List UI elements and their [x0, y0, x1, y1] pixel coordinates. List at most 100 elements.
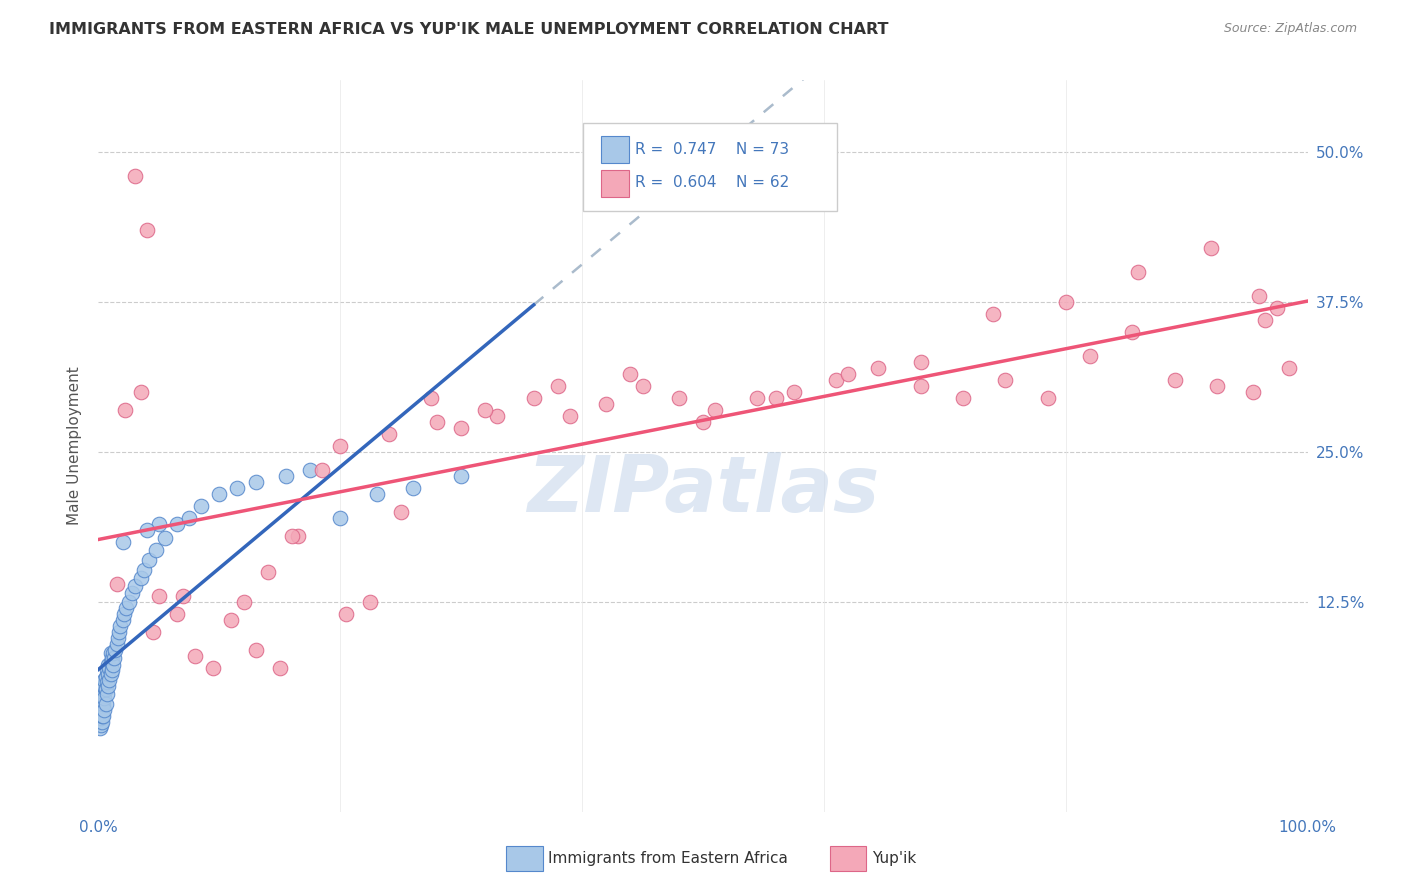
- Point: [329, 439, 352, 453]
- Point: [274, 469, 297, 483]
- Point: [91, 699, 114, 714]
- Text: Immigrants from Eastern Africa: Immigrants from Eastern Africa: [548, 851, 789, 865]
- Point: [91, 685, 114, 699]
- Point: [134, 562, 156, 576]
- Point: [98, 673, 121, 687]
- Point: [1206, 379, 1229, 393]
- Point: [426, 415, 449, 429]
- Point: [287, 529, 309, 543]
- Point: [221, 613, 243, 627]
- Point: [166, 516, 188, 531]
- Point: [402, 481, 425, 495]
- Point: [619, 367, 641, 381]
- Point: [111, 613, 134, 627]
- Point: [105, 577, 128, 591]
- Point: [311, 463, 333, 477]
- Point: [129, 385, 152, 400]
- Point: [90, 703, 112, 717]
- Point: [114, 403, 136, 417]
- Point: [208, 487, 231, 501]
- Point: [94, 670, 117, 684]
- Point: [108, 624, 131, 639]
- Point: [138, 553, 160, 567]
- Point: [179, 511, 201, 525]
- Point: [103, 651, 125, 665]
- Point: [1249, 289, 1271, 303]
- Point: [91, 679, 114, 693]
- Text: R =  0.747    N = 73: R = 0.747 N = 73: [636, 142, 789, 157]
- Point: [96, 663, 118, 677]
- Point: [90, 718, 112, 732]
- Point: [335, 607, 357, 621]
- Point: [1241, 385, 1264, 400]
- Point: [910, 379, 932, 393]
- Point: [420, 391, 443, 405]
- Point: [94, 697, 117, 711]
- Point: [90, 711, 112, 725]
- Point: [93, 679, 115, 693]
- Point: [1054, 295, 1077, 310]
- Point: [118, 595, 141, 609]
- Point: [994, 373, 1017, 387]
- Point: [124, 579, 146, 593]
- Point: [474, 403, 496, 417]
- Point: [91, 708, 114, 723]
- Point: [101, 647, 124, 661]
- Point: [1199, 241, 1222, 255]
- Point: [360, 595, 382, 609]
- Point: [100, 647, 122, 661]
- Point: [129, 571, 152, 585]
- Point: [108, 619, 131, 633]
- Point: [190, 499, 212, 513]
- Point: [145, 543, 167, 558]
- Point: [547, 379, 569, 393]
- Point: [91, 694, 114, 708]
- Point: [486, 409, 509, 423]
- Point: [89, 703, 111, 717]
- Point: [299, 463, 322, 477]
- Point: [96, 687, 118, 701]
- Point: [97, 666, 120, 681]
- Point: [558, 409, 581, 423]
- Point: [166, 607, 188, 621]
- Point: [91, 687, 114, 701]
- Point: [93, 673, 115, 687]
- Point: [107, 631, 129, 645]
- Point: [96, 675, 118, 690]
- Point: [226, 481, 249, 495]
- Point: [1278, 361, 1301, 376]
- Point: [97, 658, 120, 673]
- Point: [93, 703, 115, 717]
- Point: [148, 589, 170, 603]
- Point: [747, 391, 769, 405]
- Point: [100, 655, 122, 669]
- Point: [825, 373, 848, 387]
- Point: [124, 169, 146, 184]
- Point: [1163, 373, 1185, 387]
- Point: [93, 690, 115, 705]
- Point: [89, 714, 111, 729]
- Point: [111, 535, 134, 549]
- Point: [135, 523, 157, 537]
- Point: [765, 391, 787, 405]
- Point: [389, 505, 412, 519]
- Point: [90, 697, 112, 711]
- Point: [1128, 265, 1150, 279]
- Text: IMMIGRANTS FROM EASTERN AFRICA VS YUP'IK MALE UNEMPLOYMENT CORRELATION CHART: IMMIGRANTS FROM EASTERN AFRICA VS YUP'IK…: [49, 22, 889, 37]
- Point: [94, 682, 117, 697]
- Point: [135, 223, 157, 237]
- Point: [90, 690, 112, 705]
- Point: [329, 511, 352, 525]
- Point: [245, 643, 267, 657]
- Text: ZIPatlas: ZIPatlas: [527, 452, 879, 528]
- Point: [366, 487, 388, 501]
- Point: [101, 658, 124, 673]
- Point: [98, 661, 121, 675]
- Point: [153, 532, 176, 546]
- Point: [523, 391, 546, 405]
- Point: [91, 682, 114, 697]
- Point: [104, 643, 127, 657]
- Y-axis label: Male Unemployment: Male Unemployment: [67, 367, 83, 525]
- Point: [100, 666, 122, 681]
- Point: [172, 589, 194, 603]
